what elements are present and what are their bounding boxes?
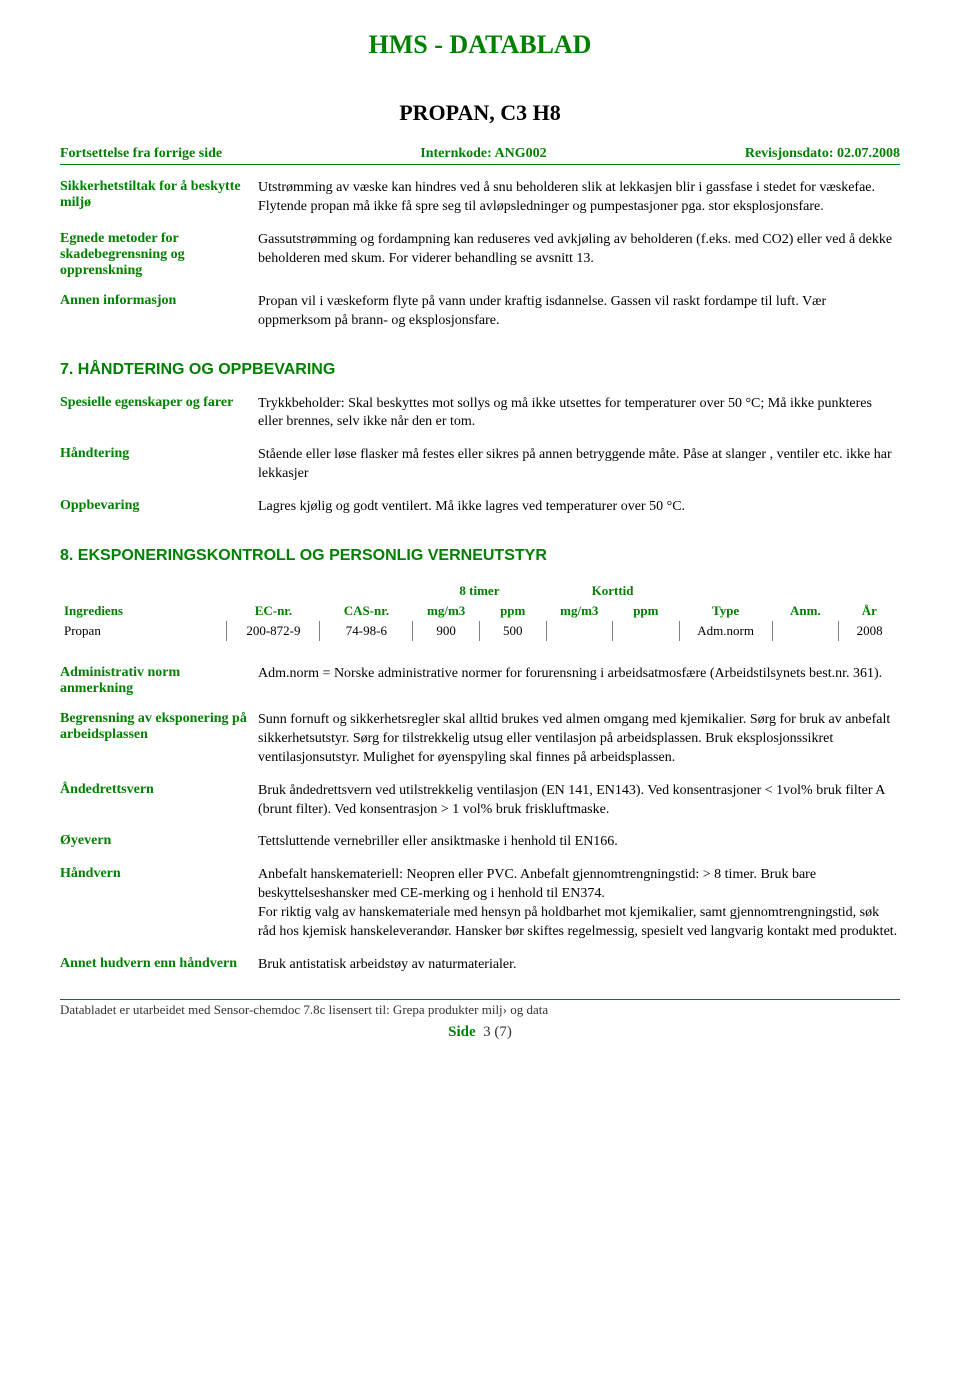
divider xyxy=(60,164,900,165)
def-label: Øyevern xyxy=(60,833,258,849)
table-header-group: 8 timer Korttid xyxy=(60,581,900,601)
def-row: Annen informasjon Propan vil i væskeform… xyxy=(60,293,900,331)
col-ppm-2: ppm xyxy=(613,601,680,621)
internal-code: Internkode: ANG002 xyxy=(420,146,546,162)
table-row: Propan 200-872-9 74-98-6 900 500 Adm.nor… xyxy=(60,621,900,641)
cell-mgm3-1: 900 xyxy=(413,621,480,641)
def-label: Spesielle egenskaper og farer xyxy=(60,395,258,411)
def-row: Åndedrettsvern Bruk åndedrettsvern ved u… xyxy=(60,782,900,820)
def-row: Administrativ norm anmerkning Adm.norm =… xyxy=(60,665,900,697)
col-cas: CAS-nr. xyxy=(320,601,413,621)
col-ppm-1: ppm xyxy=(479,601,546,621)
cell-ppm-1: 500 xyxy=(479,621,546,641)
section-7-title: 7. HÅNDTERING OG OPPBEVARING xyxy=(60,361,900,379)
def-value: Adm.norm = Norske administrative normer … xyxy=(258,665,900,684)
def-value: Propan vil i væskeform flyte på vann und… xyxy=(258,293,900,331)
table-header-row: Ingrediens EC-nr. CAS-nr. mg/m3 ppm mg/m… xyxy=(60,601,900,621)
def-value: Anbefalt hanskemateriell: Neopren eller … xyxy=(258,866,900,942)
def-label: Administrativ norm anmerkning xyxy=(60,665,258,697)
def-label: Håndtering xyxy=(60,446,258,462)
def-row: Håndtering Stående eller løse flasker må… xyxy=(60,446,900,484)
def-label: Annen informasjon xyxy=(60,293,258,309)
cell-type: Adm.norm xyxy=(679,621,772,641)
def-value: Trykkbeholder: Skal beskyttes mot sollys… xyxy=(258,395,900,433)
def-row: Egnede metoder for skadebegrensning og o… xyxy=(60,231,900,279)
cell-ingrediens: Propan xyxy=(60,621,227,641)
def-row: Annet hudvern enn håndvern Bruk antistat… xyxy=(60,956,900,975)
def-value: Bruk åndedrettsvern ved utilstrekkelig v… xyxy=(258,782,900,820)
footer-line: Databladet er utarbeidet med Sensor-chem… xyxy=(60,1002,548,1017)
def-label: Begrensning av eksponering på arbeidspla… xyxy=(60,711,258,743)
page-title: HMS - DATABLAD xyxy=(60,30,900,60)
cell-aar: 2008 xyxy=(839,621,900,641)
def-label: Annet hudvern enn håndvern xyxy=(60,956,258,972)
cell-ec: 200-872-9 xyxy=(227,621,320,641)
col-aar: År xyxy=(839,601,900,621)
exposure-table: 8 timer Korttid Ingrediens EC-nr. CAS-nr… xyxy=(60,581,900,641)
section-8-title: 8. EKSPONERINGSKONTROLL OG PERSONLIG VER… xyxy=(60,547,900,565)
def-row: Øyevern Tettsluttende vernebriller eller… xyxy=(60,833,900,852)
col-mgm3-1: mg/m3 xyxy=(413,601,480,621)
def-value: Lagres kjølig og godt ventilert. Må ikke… xyxy=(258,498,900,517)
col-ingrediens: Ingrediens xyxy=(60,601,227,621)
header-row: Fortsettelse fra forrige side Internkode… xyxy=(60,146,900,162)
footer: Databladet er utarbeidet med Sensor-chem… xyxy=(60,999,900,1041)
cell-ppm-2 xyxy=(613,621,680,641)
def-row: Begrensning av eksponering på arbeidspla… xyxy=(60,711,900,768)
def-value: Utstrømming av væske kan hindres ved å s… xyxy=(258,179,900,217)
col-ec: EC-nr. xyxy=(227,601,320,621)
def-value: Stående eller løse flasker må festes ell… xyxy=(258,446,900,484)
def-label: Egnede metoder for skadebegrensning og o… xyxy=(60,231,258,279)
def-label: Sikkerhetstiltak for å beskytte miljø xyxy=(60,179,258,211)
def-label: Håndvern xyxy=(60,866,258,882)
col-mgm3-2: mg/m3 xyxy=(546,601,613,621)
def-value: Sunn fornuft og sikkerhetsregler skal al… xyxy=(258,711,900,768)
def-row: Håndvern Anbefalt hanskemateriell: Neopr… xyxy=(60,866,900,942)
continuation-note: Fortsettelse fra forrige side xyxy=(60,146,222,162)
footer-page: Side 3 (7) xyxy=(60,1024,900,1041)
def-label: Oppbevaring xyxy=(60,498,258,514)
col-group-korttid: Korttid xyxy=(546,581,679,601)
def-row: Oppbevaring Lagres kjølig og godt ventil… xyxy=(60,498,900,517)
def-row: Sikkerhetstiltak for å beskytte miljø Ut… xyxy=(60,179,900,217)
col-anm: Anm. xyxy=(772,601,839,621)
def-value: Tettsluttende vernebriller eller ansiktm… xyxy=(258,833,900,852)
def-row: Spesielle egenskaper og farer Trykkbehol… xyxy=(60,395,900,433)
def-value: Bruk antistatisk arbeidstøy av naturmate… xyxy=(258,956,900,975)
cell-anm xyxy=(772,621,839,641)
cell-cas: 74-98-6 xyxy=(320,621,413,641)
revision-date: Revisjonsdato: 02.07.2008 xyxy=(745,146,900,162)
def-label: Åndedrettsvern xyxy=(60,782,258,798)
document-subtitle: PROPAN, C3 H8 xyxy=(60,100,900,126)
col-group-8h: 8 timer xyxy=(413,581,546,601)
def-value: Gassutstrømming og fordampning kan redus… xyxy=(258,231,900,269)
col-type: Type xyxy=(679,601,772,621)
cell-mgm3-2 xyxy=(546,621,613,641)
